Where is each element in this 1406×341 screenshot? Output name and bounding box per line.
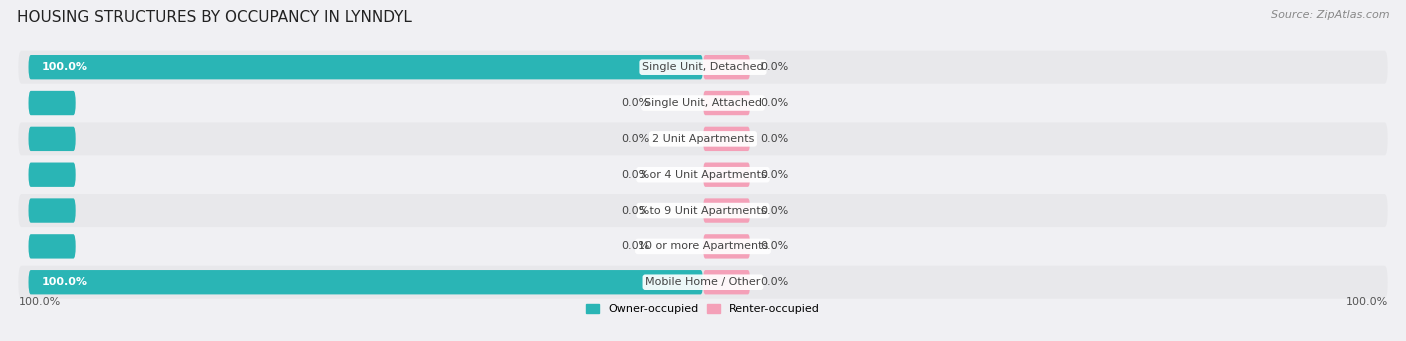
FancyBboxPatch shape	[28, 127, 76, 151]
Text: 10 or more Apartments: 10 or more Apartments	[638, 241, 768, 251]
FancyBboxPatch shape	[18, 122, 1388, 155]
Text: 0.0%: 0.0%	[621, 241, 650, 251]
FancyBboxPatch shape	[18, 266, 1388, 299]
Text: Source: ZipAtlas.com: Source: ZipAtlas.com	[1271, 10, 1389, 20]
Text: 0.0%: 0.0%	[761, 134, 789, 144]
FancyBboxPatch shape	[18, 87, 1388, 119]
FancyBboxPatch shape	[28, 91, 76, 115]
Text: 0.0%: 0.0%	[761, 170, 789, 180]
FancyBboxPatch shape	[703, 198, 751, 223]
Text: 0.0%: 0.0%	[621, 98, 650, 108]
FancyBboxPatch shape	[18, 51, 1388, 84]
FancyBboxPatch shape	[18, 158, 1388, 191]
Text: 0.0%: 0.0%	[621, 134, 650, 144]
FancyBboxPatch shape	[28, 270, 703, 294]
FancyBboxPatch shape	[18, 230, 1388, 263]
Text: 0.0%: 0.0%	[761, 277, 789, 287]
FancyBboxPatch shape	[703, 91, 751, 115]
Text: 0.0%: 0.0%	[761, 62, 789, 72]
FancyBboxPatch shape	[703, 163, 751, 187]
Text: 0.0%: 0.0%	[761, 206, 789, 216]
Text: Mobile Home / Other: Mobile Home / Other	[645, 277, 761, 287]
FancyBboxPatch shape	[18, 194, 1388, 227]
Text: 0.0%: 0.0%	[621, 170, 650, 180]
Text: 2 Unit Apartments: 2 Unit Apartments	[652, 134, 754, 144]
Text: 0.0%: 0.0%	[621, 206, 650, 216]
FancyBboxPatch shape	[28, 55, 703, 79]
Legend: Owner-occupied, Renter-occupied: Owner-occupied, Renter-occupied	[581, 299, 825, 319]
Text: 0.0%: 0.0%	[761, 98, 789, 108]
Text: 5 to 9 Unit Apartments: 5 to 9 Unit Apartments	[640, 206, 766, 216]
Text: 100.0%: 100.0%	[1346, 297, 1388, 307]
Text: 0.0%: 0.0%	[761, 241, 789, 251]
FancyBboxPatch shape	[28, 234, 76, 258]
Text: Single Unit, Detached: Single Unit, Detached	[643, 62, 763, 72]
Text: Single Unit, Attached: Single Unit, Attached	[644, 98, 762, 108]
FancyBboxPatch shape	[28, 198, 76, 223]
Text: 3 or 4 Unit Apartments: 3 or 4 Unit Apartments	[640, 170, 766, 180]
Text: HOUSING STRUCTURES BY OCCUPANCY IN LYNNDYL: HOUSING STRUCTURES BY OCCUPANCY IN LYNND…	[17, 10, 412, 25]
FancyBboxPatch shape	[703, 234, 751, 258]
Text: 100.0%: 100.0%	[42, 277, 89, 287]
FancyBboxPatch shape	[703, 55, 751, 79]
Text: 100.0%: 100.0%	[18, 297, 60, 307]
FancyBboxPatch shape	[703, 127, 751, 151]
Text: 100.0%: 100.0%	[42, 62, 89, 72]
FancyBboxPatch shape	[28, 163, 76, 187]
FancyBboxPatch shape	[703, 270, 751, 294]
